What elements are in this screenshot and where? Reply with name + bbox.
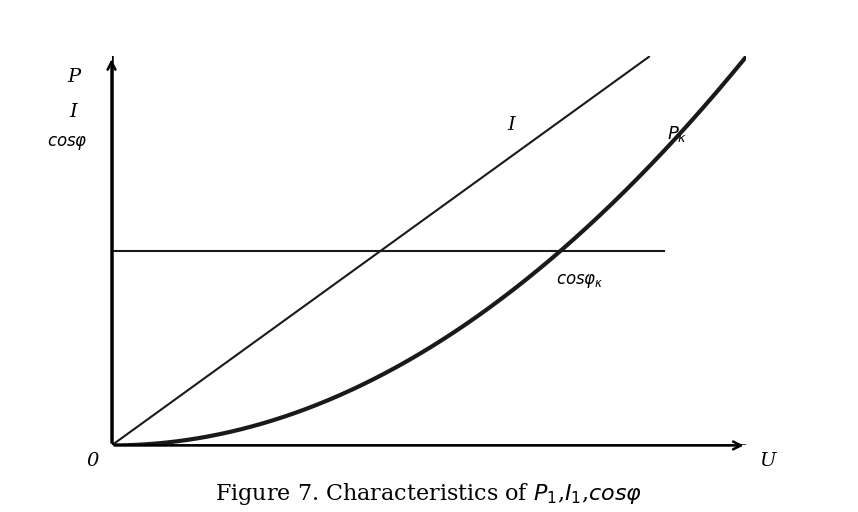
Text: I: I bbox=[69, 103, 77, 121]
Text: I: I bbox=[508, 116, 516, 134]
Text: $cos\varphi_\kappa$: $cos\varphi_\kappa$ bbox=[556, 272, 604, 290]
Text: $P_\kappa$: $P_\kappa$ bbox=[668, 124, 687, 144]
Text: $cos\varphi$: $cos\varphi$ bbox=[46, 134, 88, 152]
Text: U: U bbox=[759, 452, 776, 470]
Text: 0: 0 bbox=[87, 452, 99, 470]
Text: P: P bbox=[67, 68, 80, 86]
Text: Figure 7. Characteristics of $P_1$,$I_1$,$cos\varphi$: Figure 7. Characteristics of $P_1$,$I_1$… bbox=[215, 481, 643, 507]
